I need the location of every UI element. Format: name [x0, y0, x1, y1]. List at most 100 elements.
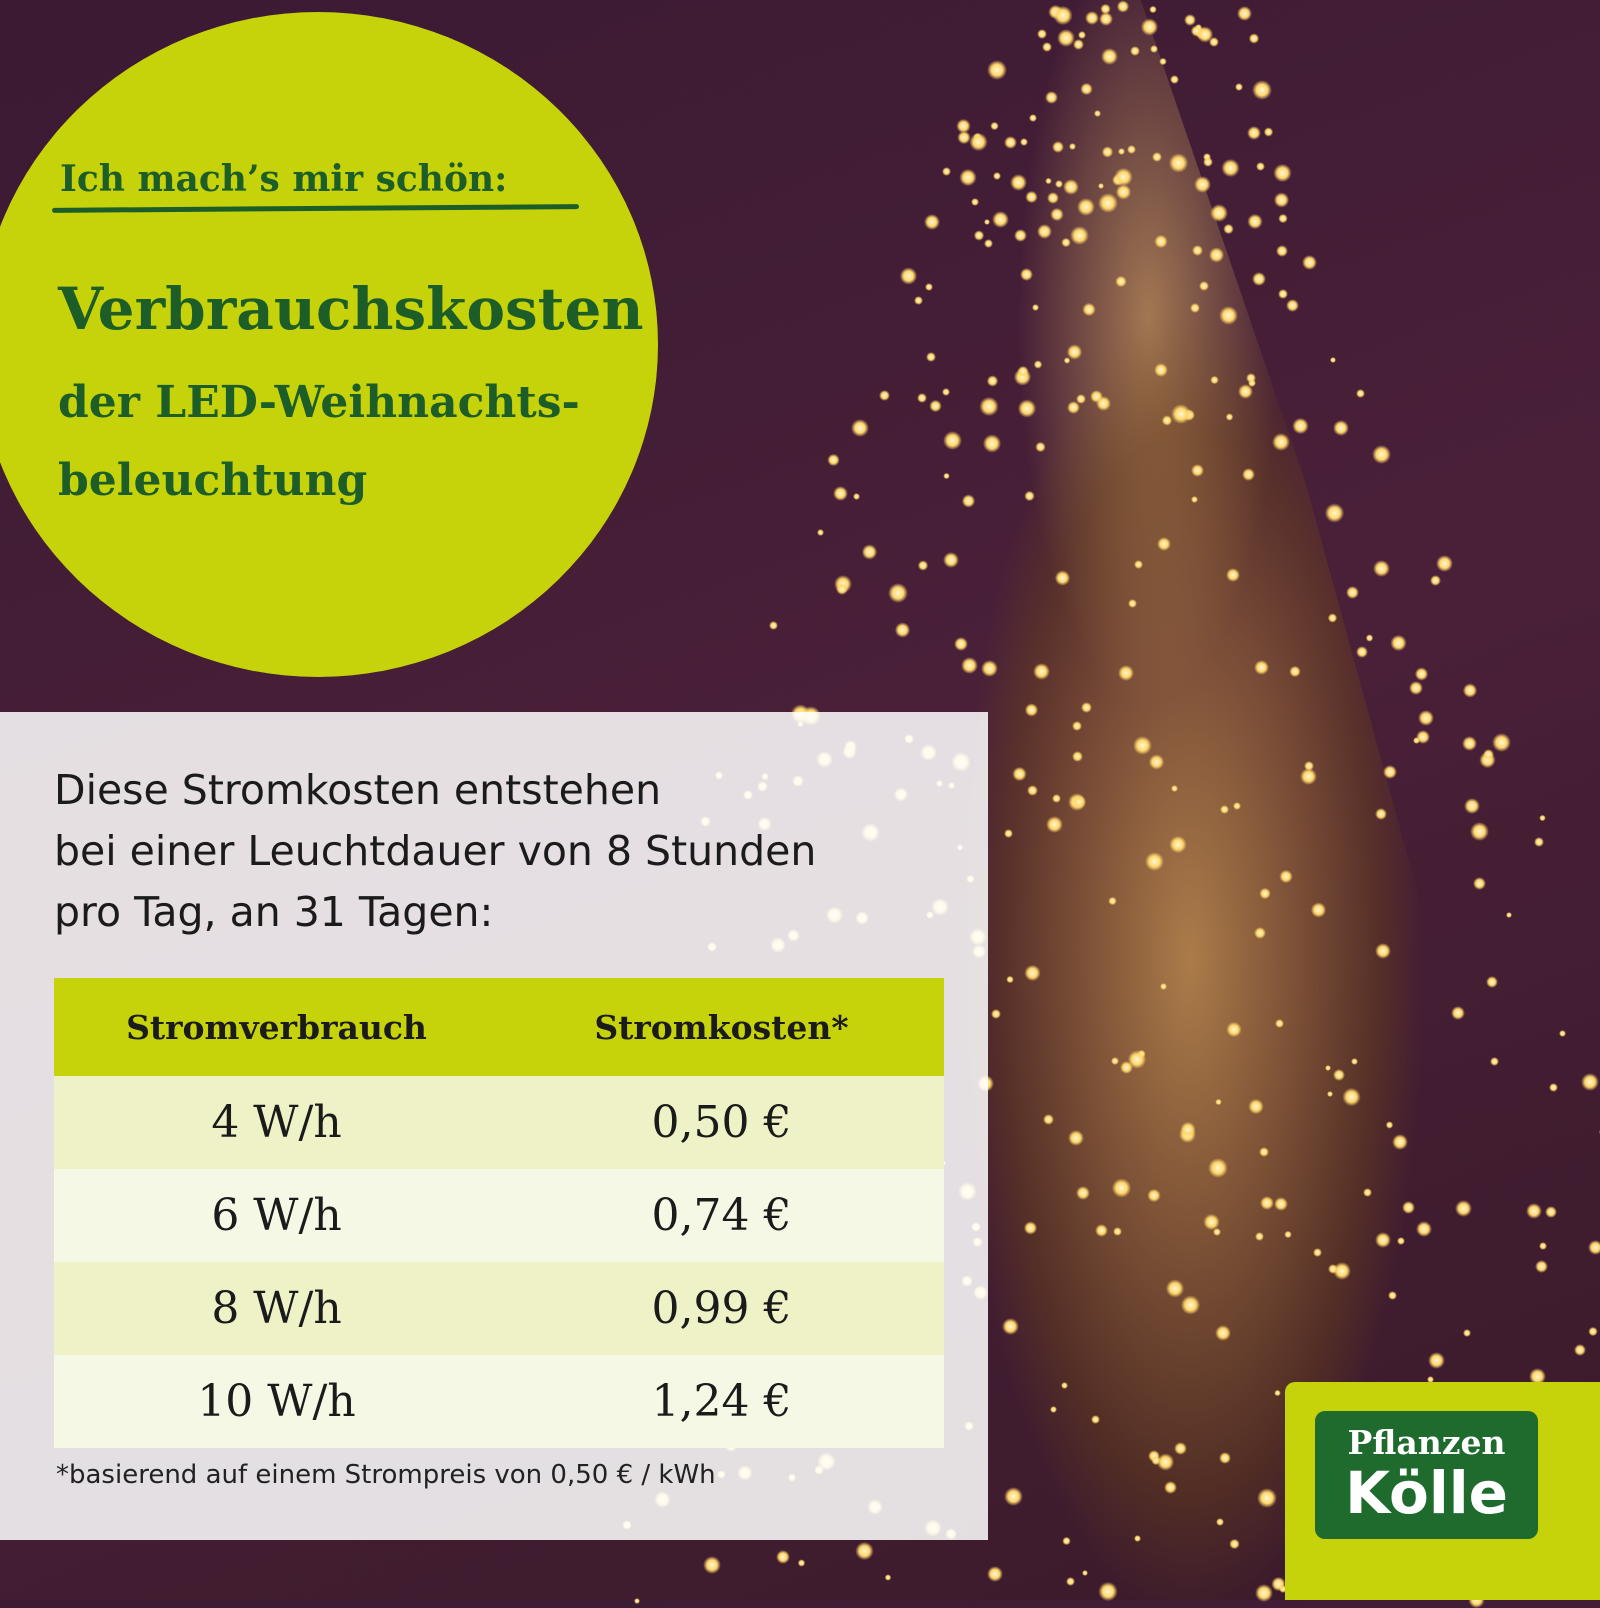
sparkle: [1108, 896, 1117, 906]
sparkle: [1402, 1201, 1416, 1215]
sparkle: [1149, 5, 1157, 14]
sparkle: [1036, 29, 1047, 40]
sparkle: [1075, 393, 1087, 404]
sparkle: [894, 622, 910, 638]
sparkle: [1043, 1114, 1055, 1125]
sparkle: [1428, 1352, 1446, 1370]
sparkle: [1193, 175, 1212, 193]
sparkle: [853, 492, 861, 500]
sparkle: [1346, 586, 1360, 600]
sparkle: [1098, 193, 1118, 213]
sparkle: [1580, 1072, 1600, 1092]
sparkle: [1113, 1226, 1123, 1237]
sparkle: [1062, 179, 1079, 196]
sparkle: [990, 1008, 1001, 1019]
sparkle: [1050, 207, 1064, 222]
sparkle: [1118, 148, 1125, 155]
sparkle: [943, 552, 960, 569]
sparkle: [1278, 213, 1288, 224]
sparkle: [1238, 384, 1254, 399]
sparkle: [1274, 1390, 1281, 1397]
sparkle: [1168, 153, 1189, 174]
sparkle: [1127, 1050, 1146, 1069]
sparkle: [970, 197, 980, 207]
sparkle: [1506, 912, 1513, 919]
sparkle: [1327, 1090, 1334, 1097]
sparkle: [1588, 1239, 1600, 1255]
sparkle: [1408, 680, 1423, 696]
sparkle: [1489, 1056, 1499, 1066]
sparkle: [1151, 1455, 1161, 1466]
sparkle: [1069, 226, 1089, 246]
sparkle: [1098, 182, 1105, 189]
sparkle: [982, 434, 1002, 453]
sparkle: [855, 1541, 874, 1561]
sparkle: [1114, 167, 1133, 187]
sparkle: [1156, 536, 1171, 551]
sparkle: [1255, 1232, 1264, 1241]
sparkle: [1049, 1406, 1057, 1414]
sparkle: [861, 543, 878, 560]
sparkle: [1190, 463, 1205, 478]
sparkle: [1392, 1133, 1409, 1151]
sparkle: [1278, 288, 1288, 299]
sparkle: [961, 494, 975, 508]
logo-line: Kölle: [1345, 1459, 1508, 1527]
sparkle: [924, 282, 933, 292]
subtitle-line: beleuchtung: [58, 455, 368, 506]
sparkle: [959, 168, 977, 187]
sparkle: [1225, 413, 1234, 421]
sparkle: [984, 239, 993, 248]
sparkle: [1271, 432, 1290, 451]
sparkle: [1020, 137, 1029, 146]
sparkle: [1002, 1317, 1020, 1335]
sparkle: [1033, 662, 1051, 680]
sparkle: [1247, 213, 1263, 230]
sparkle: [1082, 302, 1096, 317]
sparkle: [1220, 804, 1230, 815]
sparkle: [1374, 808, 1387, 820]
sparkle: [1263, 127, 1273, 137]
sparkle: [1324, 503, 1345, 524]
sparkle: [1170, 403, 1191, 424]
sparkle: [1024, 964, 1041, 982]
sparkle: [1179, 1121, 1196, 1138]
sparkle: [992, 211, 1010, 229]
sparkle: [1077, 31, 1086, 40]
sparkle: [1412, 736, 1420, 745]
sparkle: [1215, 1325, 1232, 1342]
sparkle: [1111, 1057, 1119, 1065]
sparkle: [1455, 1200, 1472, 1217]
sparkle: [1533, 837, 1544, 847]
sparkle: [1165, 1279, 1185, 1298]
sparkle: [1147, 1189, 1161, 1203]
sparkle: [1324, 1065, 1331, 1072]
sparkle: [1144, 852, 1165, 872]
sparkle: [1534, 1259, 1549, 1274]
sparkle: [942, 431, 962, 451]
sparkle: [1052, 141, 1065, 154]
sparkle: [1077, 198, 1095, 216]
sparkle: [1013, 229, 1027, 243]
sparkle: [960, 657, 978, 675]
sparkle: [1004, 136, 1018, 149]
sparkle: [1286, 298, 1300, 312]
sparkle: [1032, 303, 1040, 311]
sparkle: [1302, 254, 1317, 270]
footnote: *basierend auf einem Strompreis von 0,50…: [56, 1460, 716, 1490]
sparkle: [836, 583, 848, 595]
sparkle: [1539, 1242, 1547, 1250]
sparkle: [1080, 82, 1093, 96]
table-row: 10 W/h 1,24 €: [54, 1355, 944, 1448]
title-circle: [0, 12, 658, 677]
sparkle: [1116, 0, 1130, 13]
sparkle: [1071, 795, 1086, 809]
sparkle: [899, 267, 918, 286]
sparkle: [1203, 156, 1214, 167]
sparkle: [1271, 1576, 1287, 1592]
sparkle: [1190, 25, 1203, 38]
sparkle: [1210, 376, 1219, 385]
subtitle-line: der LED-Weihnachts-: [58, 377, 580, 428]
sparkle: [1529, 1368, 1546, 1385]
sparkle: [1161, 415, 1173, 426]
